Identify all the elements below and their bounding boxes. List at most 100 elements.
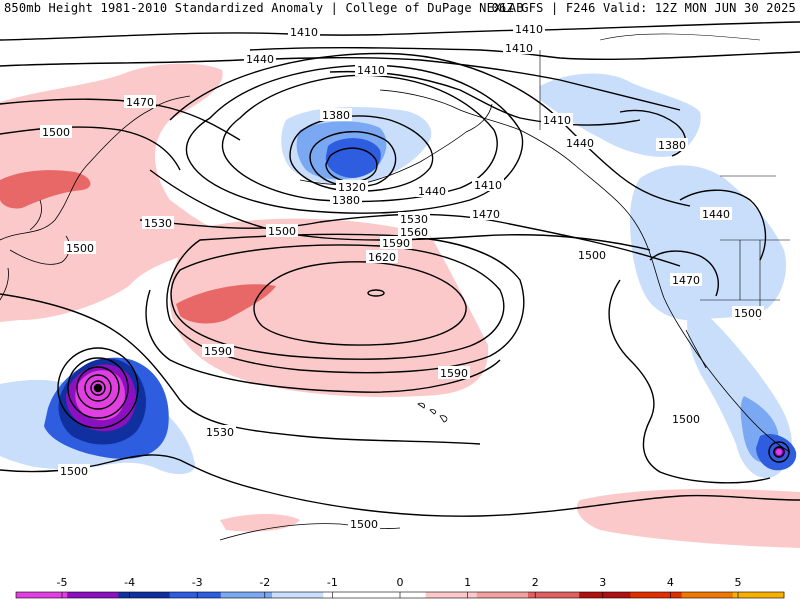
colorbar-tick-label: 4 bbox=[667, 576, 674, 589]
contour-1470-loop bbox=[169, 52, 691, 207]
contour-1470-east bbox=[649, 250, 719, 297]
contour-typhoon-4 bbox=[84, 374, 112, 402]
contour-label: 1410 bbox=[355, 63, 387, 77]
colorbar-tick-label: -2 bbox=[259, 576, 270, 589]
svg-text:1410: 1410 bbox=[515, 23, 543, 36]
contour-label: 1500 bbox=[40, 125, 72, 139]
svg-text:1470: 1470 bbox=[472, 208, 500, 221]
contour-1590 bbox=[170, 244, 505, 360]
contour-1560 bbox=[166, 233, 525, 374]
svg-text:1500: 1500 bbox=[350, 518, 378, 531]
svg-text:1380: 1380 bbox=[658, 139, 686, 152]
svg-text:1410: 1410 bbox=[474, 179, 502, 192]
svg-text:1470: 1470 bbox=[672, 274, 700, 287]
contour-1410-inner bbox=[329, 70, 641, 126]
svg-text:1500: 1500 bbox=[734, 307, 762, 320]
svg-text:1410: 1410 bbox=[290, 26, 318, 39]
contour-label: 1500 bbox=[576, 248, 608, 262]
contour-1500-south bbox=[0, 454, 800, 517]
svg-text:1440: 1440 bbox=[702, 208, 730, 221]
colorbar-tick-label: 0 bbox=[397, 576, 404, 589]
anomaly-map: 1410 1410 1410 1410 1410 1410 1440 1440 … bbox=[0, 16, 800, 572]
contour-label: 1590 bbox=[202, 344, 234, 358]
contour-typhoon-2 bbox=[67, 357, 129, 419]
colorbar-segment bbox=[732, 592, 785, 598]
height-contours bbox=[0, 21, 800, 517]
contour-label: 1500 bbox=[732, 306, 764, 320]
contour-label: 1410 bbox=[472, 178, 504, 192]
svg-text:1590: 1590 bbox=[440, 367, 468, 380]
negative-anomaly-alaska bbox=[540, 73, 701, 157]
colorbar-segment bbox=[579, 592, 631, 598]
colorbar-segment bbox=[323, 592, 375, 598]
contour-label: 1530 bbox=[204, 425, 236, 439]
svg-text:1620: 1620 bbox=[368, 251, 396, 264]
contour-label: 1380 bbox=[330, 193, 362, 207]
contour-ring-320 bbox=[325, 147, 378, 183]
contour-1620 bbox=[253, 261, 467, 346]
colorbar-tick-label: 2 bbox=[532, 576, 539, 589]
contour-label: 1620 bbox=[366, 250, 398, 264]
contour-label-group: 1410 1410 1410 1410 1410 1410 1440 1440 … bbox=[40, 22, 764, 531]
colorbar-segment bbox=[681, 592, 734, 598]
contour-label: 1500 bbox=[58, 464, 90, 478]
svg-text:1380: 1380 bbox=[332, 194, 360, 207]
contour-label: 1320 bbox=[336, 180, 368, 194]
contour-label: 1440 bbox=[700, 207, 732, 221]
contour-1500-east bbox=[608, 279, 771, 484]
contour-label: 1440 bbox=[244, 52, 276, 66]
svg-text:1500: 1500 bbox=[268, 225, 296, 238]
contour-label: 1440 bbox=[564, 136, 596, 150]
positive-anomaly-ridge-strong bbox=[176, 284, 276, 324]
contour-1410 bbox=[0, 21, 800, 41]
svg-text:1320: 1320 bbox=[338, 181, 366, 194]
contour-label: 1410 bbox=[288, 25, 320, 39]
positive-anomaly-japan-strong bbox=[0, 170, 91, 209]
svg-text:1500: 1500 bbox=[42, 126, 70, 139]
contour-label: 1560 bbox=[398, 225, 430, 239]
contour-label: 1410 bbox=[503, 41, 535, 55]
svg-text:1410: 1410 bbox=[505, 42, 533, 55]
colorbar-ticks: -5 -4 -3 -2 -1 0 1 2 3 4 5 bbox=[57, 576, 742, 598]
contour-label: 1470 bbox=[670, 273, 702, 287]
map-header: 850mb Height 1981-2010 Standardized Anom… bbox=[0, 0, 800, 16]
colorbar-tick-label: -4 bbox=[124, 576, 135, 589]
positive-anomaly-south bbox=[576, 489, 800, 548]
contour-label: 1380 bbox=[656, 138, 688, 152]
colorbar-tick-label: 1 bbox=[464, 576, 471, 589]
contour-label: 1530 bbox=[398, 212, 430, 226]
colorbar-segment bbox=[169, 592, 222, 598]
colorbar-segment bbox=[476, 592, 529, 598]
colorbar-segment bbox=[220, 592, 273, 598]
colorbar-tick-label: -3 bbox=[192, 576, 203, 589]
colorbar-segment bbox=[528, 592, 580, 598]
svg-text:1500: 1500 bbox=[672, 413, 700, 426]
negative-anomaly-hurricane-mexico-center bbox=[776, 449, 782, 455]
svg-text:1530: 1530 bbox=[144, 217, 172, 230]
contour-ring-350 bbox=[309, 131, 397, 188]
svg-text:1470: 1470 bbox=[126, 96, 154, 109]
contour-1440 bbox=[0, 56, 681, 111]
contour-hurricane-1 bbox=[768, 441, 790, 463]
svg-text:1380: 1380 bbox=[322, 109, 350, 122]
contour-label: 1590 bbox=[380, 236, 412, 250]
colorbar-segment bbox=[16, 592, 68, 598]
svg-text:1500: 1500 bbox=[578, 249, 606, 262]
colorbar-tick-label: 5 bbox=[735, 576, 742, 589]
colorbar-legend: -5 -4 -3 -2 -1 0 1 2 3 4 5 bbox=[0, 572, 800, 600]
contour-ring-380 bbox=[289, 115, 434, 192]
svg-text:1560: 1560 bbox=[400, 226, 428, 239]
anomaly-shading bbox=[0, 63, 800, 548]
contour-typhoon-5 bbox=[90, 380, 106, 396]
contour-label: 1530 bbox=[142, 216, 174, 230]
contour-label: 1380 bbox=[320, 108, 352, 122]
negative-anomaly-westcoast bbox=[630, 165, 787, 321]
colorbar-tick-label: 3 bbox=[599, 576, 606, 589]
contour-label: 1470 bbox=[124, 95, 156, 109]
colorbar-segment bbox=[272, 592, 324, 598]
svg-text:1500: 1500 bbox=[66, 242, 94, 255]
colorbar-tick-label: -5 bbox=[57, 576, 68, 589]
colorbar-segment bbox=[425, 592, 478, 598]
contour-typhoon-1 bbox=[57, 347, 139, 429]
contour-typhoon-6 bbox=[93, 383, 103, 393]
